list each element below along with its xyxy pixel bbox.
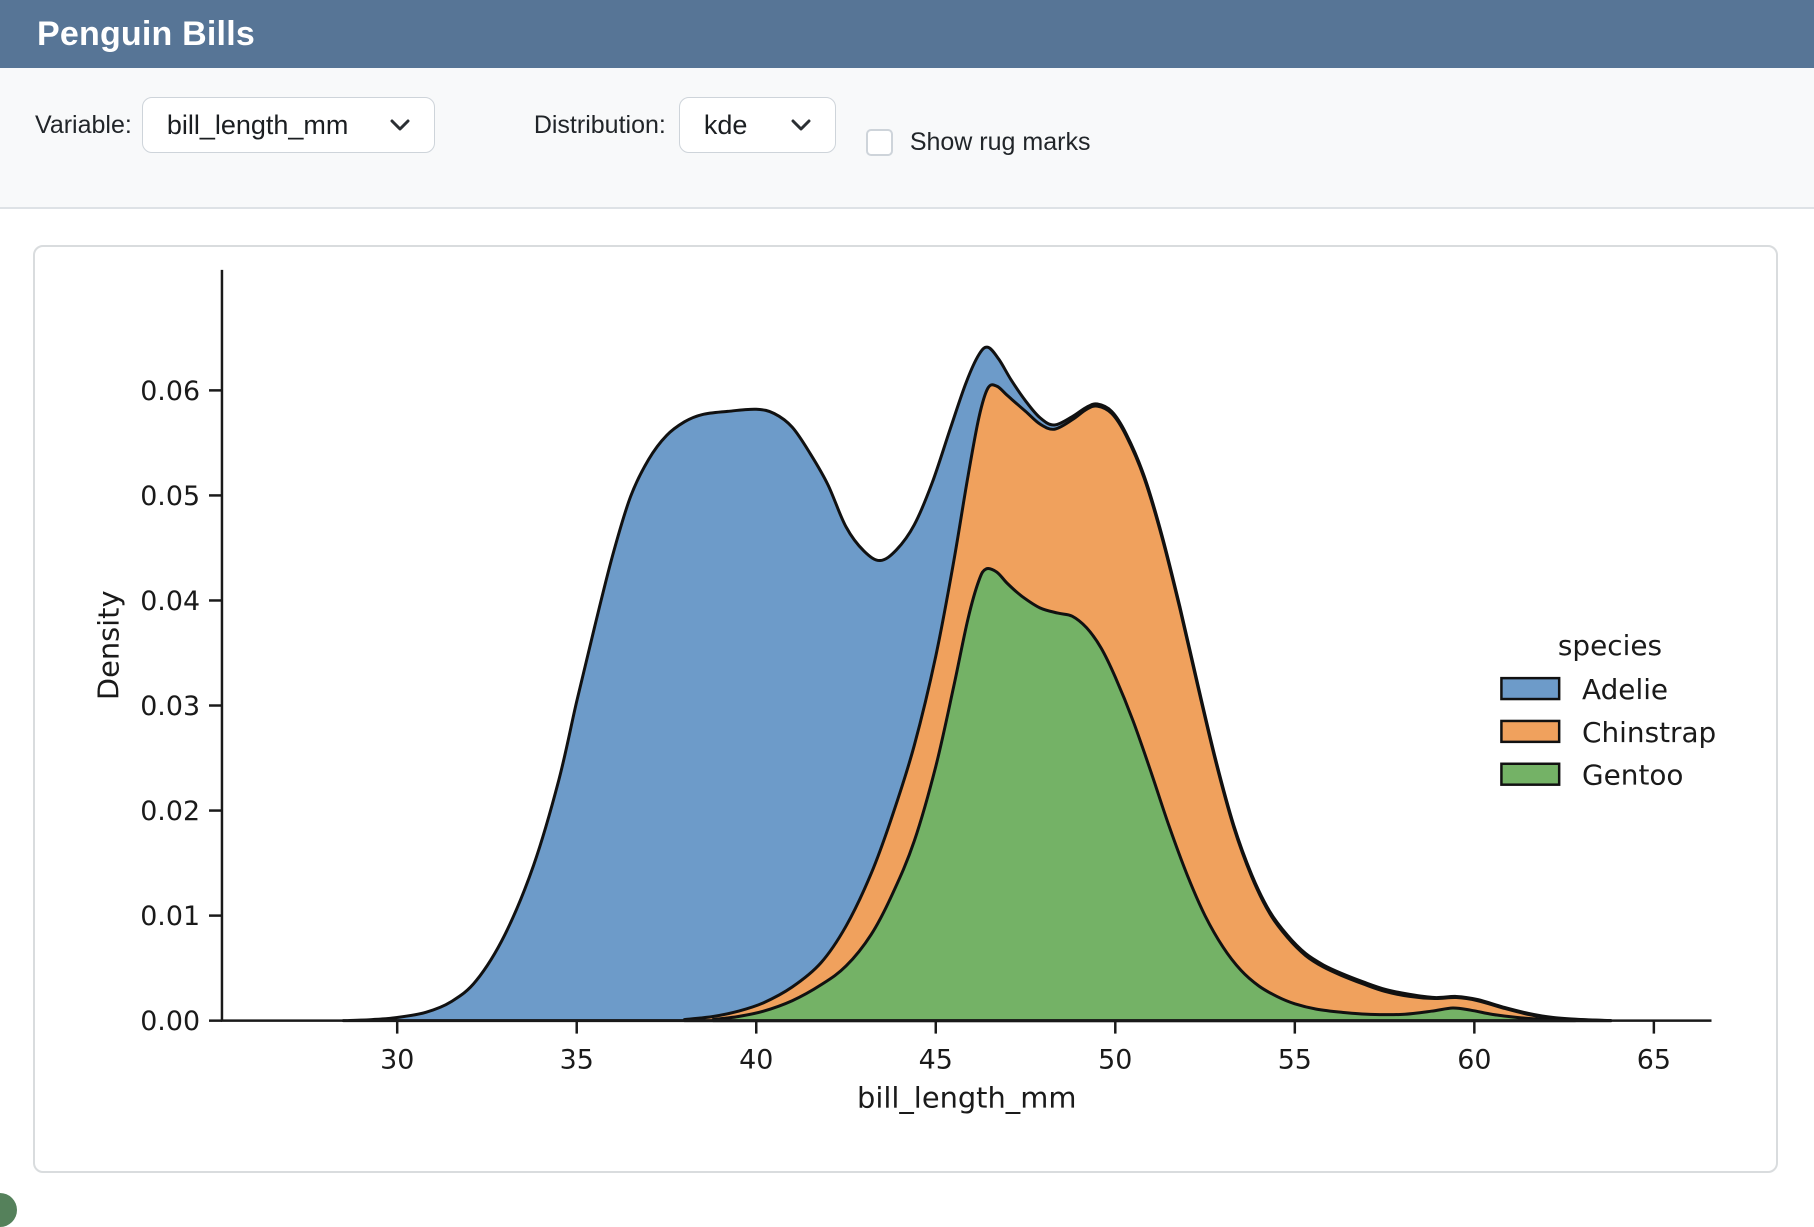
variable-label: Variable: <box>35 110 132 139</box>
app-header: Penguin Bills <box>0 0 1814 68</box>
x-tick-label: 55 <box>1278 1044 1312 1075</box>
kde-area-gentoo <box>711 567 1577 1023</box>
distribution-select-value: kde <box>703 109 748 140</box>
y-tick-label: 0.01 <box>140 901 200 932</box>
x-tick-label: 45 <box>919 1044 953 1075</box>
kde-density-chart: 30 35 40 45 50 55 60 65 0.00 0.01 0.02 0.03 0.04 0.05… <box>91 269 1716 1114</box>
distribution-label: Distribution: <box>533 110 666 139</box>
legend-swatch-adelie <box>1500 676 1561 701</box>
x-tick-label: 30 <box>380 1044 414 1075</box>
chevron-down-icon <box>390 119 410 131</box>
legend-label-chinstrap: Chinstrap <box>1582 716 1716 749</box>
chevron-down-icon <box>791 119 811 131</box>
x-tick-label: 40 <box>739 1044 773 1075</box>
x-tick-label: 50 <box>1098 1044 1132 1075</box>
page-title: Penguin Bills <box>37 14 255 53</box>
plot-card: 30 35 40 45 50 55 60 65 0.00 0.01 0.02 0.03 0.04 0.05… <box>33 245 1778 1173</box>
variable-select[interactable]: bill_length_mm <box>141 97 435 153</box>
y-tick-label: 0.00 <box>140 1006 200 1037</box>
x-tick-label: 65 <box>1637 1044 1671 1075</box>
legend-label-gentoo: Gentoo <box>1582 759 1683 792</box>
corner-accent <box>0 1193 17 1227</box>
legend-label-adelie: Adelie <box>1582 673 1668 706</box>
y-tick-label: 0.02 <box>140 796 200 827</box>
legend-swatch-gentoo <box>1500 762 1561 786</box>
x-axis-label: bill_length_mm <box>857 1080 1076 1114</box>
rug-checkbox-group: Show rug marks <box>865 127 1091 157</box>
rug-checkbox[interactable] <box>865 128 893 156</box>
rug-checkbox-label: Show rug marks <box>909 127 1091 156</box>
y-axis-label: Density <box>91 590 125 700</box>
variable-select-value: bill_length_mm <box>166 109 349 140</box>
legend-title: species <box>1558 629 1662 662</box>
x-tick-label: 60 <box>1457 1044 1491 1075</box>
y-tick-label: 0.06 <box>140 376 200 407</box>
distribution-select[interactable]: kde <box>678 97 836 153</box>
toolbar: Variable: bill_length_mm Distribution: k… <box>0 68 1814 209</box>
y-tick-label: 0.05 <box>140 481 200 512</box>
legend-swatch-chinstrap <box>1500 719 1561 744</box>
y-tick-label: 0.03 <box>140 691 200 722</box>
x-tick-label: 35 <box>560 1044 594 1075</box>
y-tick-label: 0.04 <box>140 586 200 617</box>
